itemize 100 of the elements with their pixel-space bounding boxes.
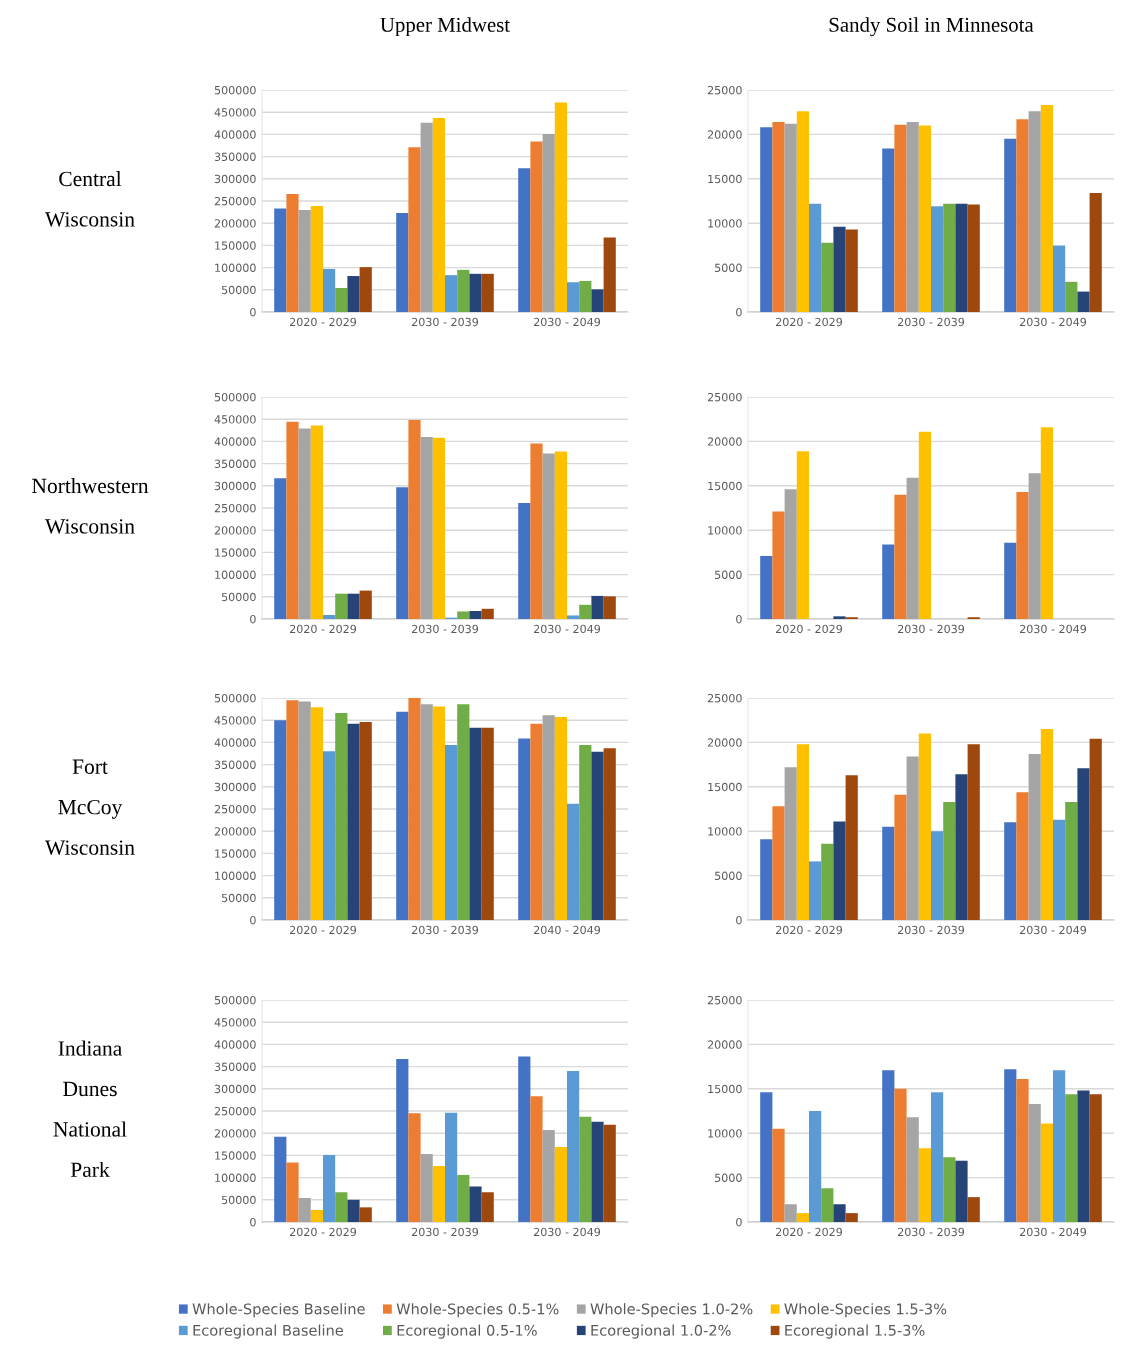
bar (1016, 119, 1029, 312)
y-tick-label: 20000 (707, 130, 742, 139)
y-tick-label: 10000 (708, 827, 742, 836)
bar (432, 706, 445, 920)
bar (784, 1204, 797, 1222)
bar (796, 451, 809, 619)
bar (298, 1198, 311, 1222)
bar (1089, 193, 1102, 312)
bar (554, 717, 567, 920)
bar (760, 839, 773, 920)
bar (310, 205, 323, 312)
legend-label: Ecoregional 1.5-3% (785, 1324, 925, 1339)
bar (931, 1092, 944, 1222)
x-tick-label: 2020 - 2029 (290, 1227, 357, 1237)
bar (347, 723, 360, 920)
bar (591, 595, 604, 619)
bar (518, 503, 531, 619)
bar (1040, 105, 1053, 312)
x-tick-label: 2020 - 2029 (776, 1227, 843, 1237)
bar (906, 121, 919, 312)
bar (542, 453, 555, 619)
text: Indiana Dunes National Park (53, 1040, 127, 1178)
x-tick-label: 2030 - 2049 (534, 1227, 601, 1237)
bar (591, 751, 604, 920)
bar (420, 1154, 433, 1222)
bar (955, 774, 968, 920)
chart-title: Upper Midwest (380, 17, 510, 37)
bar (833, 821, 846, 920)
bar (359, 590, 372, 619)
bar (554, 451, 567, 619)
bar (420, 122, 433, 312)
y-tick-label: 250000 (214, 196, 256, 206)
y-tick-label: 0 (250, 1217, 256, 1227)
bar (359, 721, 372, 920)
y-tick-label: 150000 (215, 241, 256, 250)
y-tick-label: 25000 (707, 693, 742, 703)
y-tick-label: 100000 (215, 570, 256, 579)
x-tick-label: 2020 - 2029 (776, 925, 843, 935)
bar (396, 212, 409, 312)
bar (530, 723, 543, 920)
bar (579, 604, 592, 619)
y-tick-label: 350000 (214, 152, 256, 161)
bar (918, 125, 931, 312)
x-tick-label: 2030 - 2049 (1020, 925, 1087, 935)
bar (530, 443, 543, 619)
y-tick-label: 450000 (214, 716, 256, 725)
y-tick-label: 50000 (221, 592, 256, 602)
bar (1065, 801, 1078, 920)
bar (567, 282, 580, 312)
bar (432, 1166, 445, 1222)
bar (784, 489, 797, 619)
y-tick-label: 300000 (214, 782, 256, 792)
bar (784, 123, 797, 312)
bar (809, 861, 822, 920)
bar (760, 555, 773, 619)
y-tick-label: 5000 (715, 570, 742, 579)
bar (457, 704, 470, 920)
bar (445, 1112, 458, 1222)
bar (542, 715, 555, 920)
bar (845, 775, 858, 920)
bar (445, 275, 458, 312)
y-tick-label: 100000 (215, 871, 256, 880)
y-tick-label: 250000 (214, 503, 256, 513)
bar (967, 744, 980, 920)
bar (554, 1146, 567, 1222)
y-tick-label: 5000 (715, 871, 742, 880)
legend-label: Ecoregional 0.5-1% (397, 1324, 537, 1339)
x-tick-label: 2040 - 2049 (534, 925, 601, 935)
bar (821, 1188, 834, 1222)
bar (894, 494, 907, 619)
y-tick-label: 10000 (708, 526, 742, 535)
bar (359, 267, 372, 312)
bar (579, 745, 592, 920)
bar (1028, 753, 1041, 920)
x-tick-label: 2030 - 2049 (1020, 317, 1087, 327)
y-tick-label: 200000 (214, 1129, 256, 1138)
bar (906, 756, 919, 920)
y-tick-label: 500000 (214, 995, 256, 1005)
y-tick-label: 5000 (715, 263, 742, 272)
bar (542, 133, 555, 312)
bar (591, 289, 604, 312)
bar (821, 242, 834, 312)
bar (335, 288, 348, 312)
bar (833, 1204, 846, 1222)
bar (457, 1174, 470, 1222)
bar (298, 701, 311, 920)
bar (554, 102, 567, 312)
bar (1053, 245, 1066, 312)
bar (396, 487, 409, 619)
bar (772, 806, 785, 920)
bar (481, 273, 494, 312)
y-tick-label: 350000 (214, 1062, 256, 1071)
bar (518, 1056, 531, 1222)
bar (298, 428, 311, 619)
bar (845, 229, 858, 312)
bar (274, 1136, 287, 1222)
bar (1077, 768, 1090, 920)
bar (481, 1192, 494, 1222)
bar (796, 744, 809, 920)
bar (772, 1128, 785, 1222)
